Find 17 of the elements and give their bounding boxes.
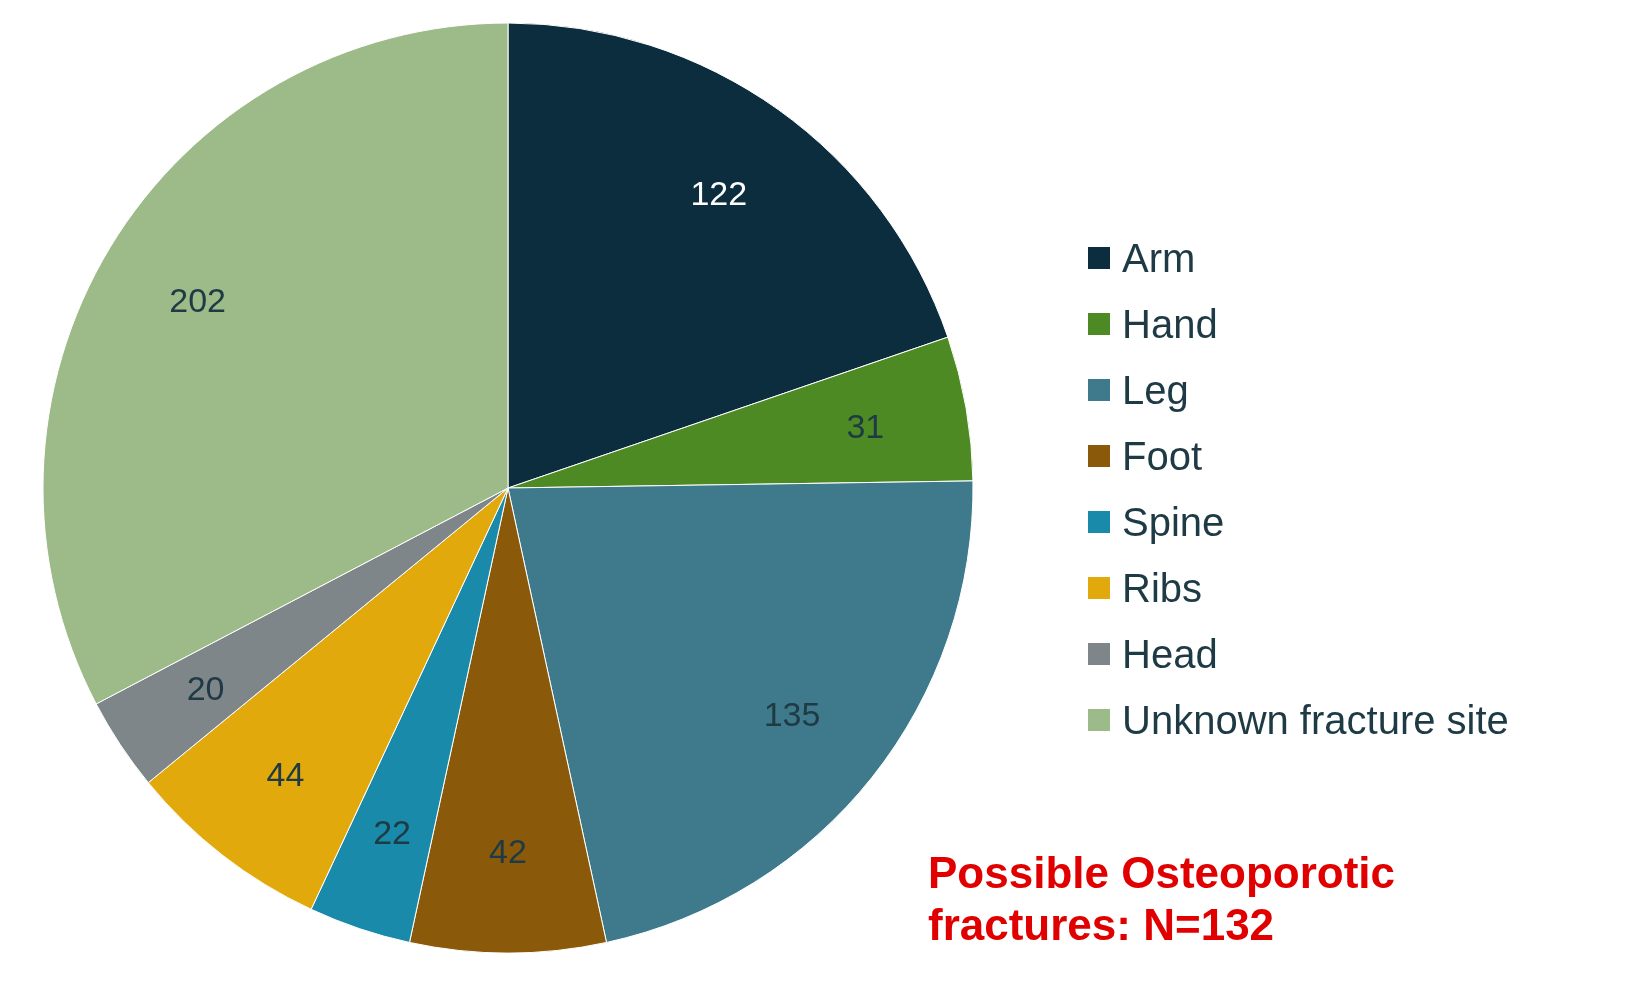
legend-label: Unknown fracture site: [1122, 698, 1509, 742]
data-label: 20: [186, 669, 225, 708]
data-label: 22: [373, 812, 411, 851]
legend-label: Hand: [1122, 302, 1218, 346]
legend-label: Ribs: [1122, 566, 1203, 610]
legend-label: Arm: [1122, 236, 1196, 280]
legend-label: Head: [1122, 632, 1218, 676]
legend-label: Foot: [1122, 434, 1203, 478]
legend-label: Spine: [1122, 500, 1225, 544]
text: Possible Osteoporotic fractures: N=132: [928, 848, 1395, 949]
data-label: 31: [846, 406, 885, 445]
legend-label: Leg: [1122, 368, 1189, 412]
data-label: 44: [266, 755, 305, 794]
data-label: 122: [690, 173, 748, 212]
data-label: 202: [169, 281, 227, 320]
data-label: 135: [763, 694, 821, 733]
data-label: 42: [489, 831, 527, 870]
